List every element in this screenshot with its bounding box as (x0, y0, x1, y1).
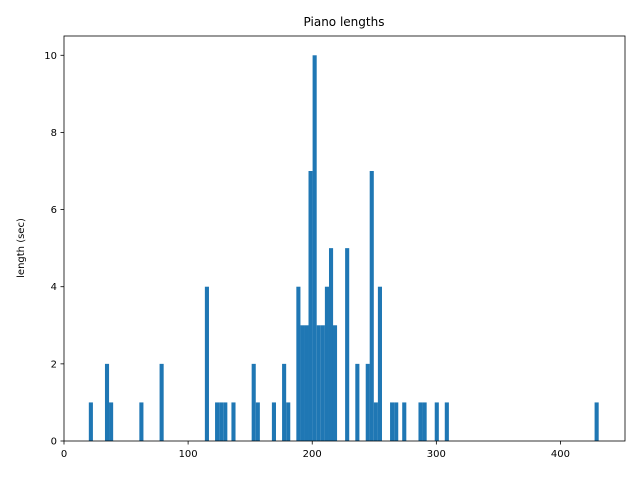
histogram-bar-30 (377, 286, 382, 441)
histogram-bar-19 (312, 55, 317, 441)
histogram-bar-15 (296, 286, 301, 441)
histogram-bar-29 (373, 402, 378, 441)
x-tick-label-0: 0 (61, 449, 67, 460)
histogram-bar-16 (300, 325, 305, 441)
y-axis-title: length (sec) (16, 218, 27, 278)
histogram-bar-28 (369, 171, 374, 441)
histogram-bar-8 (223, 402, 228, 441)
histogram-bar-18 (308, 171, 313, 441)
x-tick-label-100: 100 (179, 449, 198, 460)
histogram-bar-4 (159, 363, 164, 441)
histogram-bar-20 (316, 325, 321, 441)
bars-group (88, 55, 599, 441)
histogram-bar-38 (594, 402, 599, 441)
histogram-bar-0 (88, 402, 93, 441)
x-tick-label-200: 200 (303, 449, 322, 460)
histogram-bar-37 (444, 402, 449, 441)
histogram-bar-9 (231, 402, 236, 441)
y-tick-label-0: 0 (51, 437, 57, 448)
histogram-bar-3 (139, 402, 144, 441)
histogram-bar-10 (251, 363, 256, 441)
histogram-bar-23 (328, 248, 334, 441)
histogram-bar-34 (418, 402, 423, 441)
histogram-bar-11 (255, 402, 260, 441)
histogram-bar-26 (355, 363, 360, 441)
histogram-bar-14 (286, 402, 291, 441)
histogram-bar-33 (402, 402, 407, 441)
histogram-bar-21 (320, 325, 325, 441)
histogram-bar-17 (304, 325, 309, 441)
histogram-bar-32 (394, 402, 399, 441)
histogram-bar-1 (104, 363, 110, 441)
y-tick-label-10: 10 (44, 51, 57, 62)
histogram-bar-27 (365, 363, 370, 441)
histogram-bar-35 (422, 402, 427, 441)
chart-title: Piano lengths (304, 15, 385, 29)
histogram-bar-12 (271, 402, 276, 441)
axes-group: 0 100 200 300 400 0 2 4 6 8 10 (44, 35, 626, 460)
histogram-bar-36 (434, 402, 439, 441)
y-tick-label-8: 8 (51, 128, 57, 139)
histogram-bar-5 (204, 286, 209, 441)
y-tick-label-6: 6 (51, 205, 57, 216)
x-tick-label-400: 400 (551, 449, 570, 460)
histogram-bar-31 (390, 402, 395, 441)
y-tick-label-2: 2 (51, 359, 57, 370)
histogram-bar-2 (109, 402, 114, 441)
x-tick-label-300: 300 (427, 449, 446, 460)
histogram-bar-6 (215, 402, 220, 441)
histogram-bar-22 (324, 286, 329, 441)
histogram-bar-24 (332, 325, 338, 441)
histogram-bar-13 (282, 363, 287, 441)
y-tick-label-4: 4 (51, 282, 57, 293)
histogram-bar-25 (345, 248, 350, 441)
histogram-bar-7 (219, 402, 224, 441)
plot-frame (63, 35, 626, 442)
